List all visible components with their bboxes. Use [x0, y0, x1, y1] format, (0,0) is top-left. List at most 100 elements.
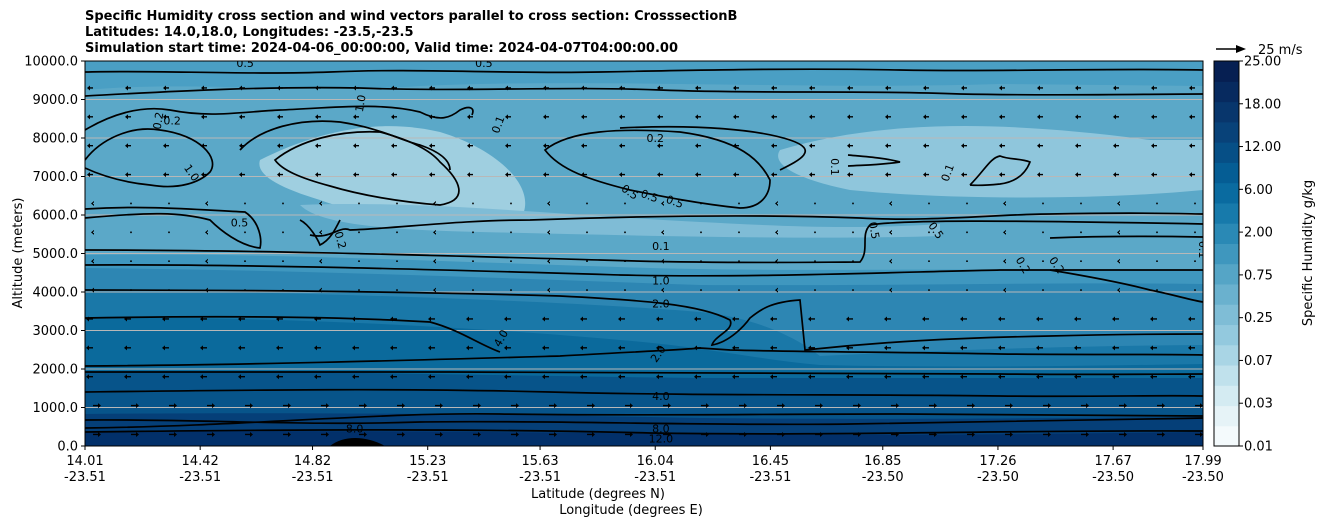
wind-vector [244, 260, 246, 262]
wind-vector [700, 202, 702, 205]
wind-vector [929, 403, 937, 409]
wind-vector [1119, 431, 1127, 437]
wind-vector [961, 172, 967, 178]
contour-label: 0.5 [639, 187, 660, 205]
wind-vector [923, 143, 929, 149]
wind-vector [586, 231, 588, 234]
wind-vector [1189, 172, 1195, 178]
wind-vectors [86, 61, 1203, 437]
colorbar-swatch [1214, 283, 1239, 305]
wind-vector [961, 114, 967, 120]
wind-vector [1157, 403, 1165, 409]
wind-vector [853, 431, 861, 437]
wind-vector [657, 143, 663, 149]
colorbar-frame [1213, 60, 1240, 447]
wind-vector [923, 114, 929, 120]
wind-vector [852, 260, 854, 262]
wind-vector [358, 202, 360, 205]
wind-vector [624, 289, 626, 291]
wind-vector [429, 85, 435, 91]
colorbar-tick-label: 18.00 [1244, 97, 1281, 112]
wind-vector [1042, 231, 1044, 234]
wind-vector [391, 143, 397, 149]
wind-vector [467, 143, 473, 149]
wind-vector [359, 403, 367, 409]
contour-label: 0.2 [646, 132, 664, 145]
wind-vector [1150, 316, 1157, 322]
wind-vector [391, 172, 397, 178]
wind-vector [1156, 231, 1158, 234]
contour-label: 0.5 [475, 57, 493, 70]
wind-vector [733, 85, 739, 91]
wind-vector [168, 231, 170, 234]
wind-vector [1003, 200, 1006, 206]
x-tick-label-lat: 16.04 [637, 454, 674, 469]
wind-vector [542, 374, 549, 380]
wind-vector [1119, 403, 1127, 409]
wind-vector [276, 345, 283, 351]
wind-vector [619, 85, 625, 91]
wind-vector [624, 260, 626, 262]
wind-vector [396, 260, 398, 262]
wind-vector [581, 143, 587, 149]
contour-label: 12.0 [649, 432, 674, 445]
wind-vector [511, 431, 519, 437]
wind-vector [319, 287, 322, 293]
wind-vector [510, 202, 512, 205]
contour-0.2-right-tail [1049, 269, 1203, 303]
wind-vector [663, 431, 671, 437]
wind-vector [239, 143, 245, 149]
wind-vector [1151, 85, 1157, 91]
wind-vector [815, 403, 823, 409]
contour-label: 0.1 [652, 240, 670, 253]
wind-vector [238, 345, 245, 351]
contour-label: 0.5 [866, 221, 882, 240]
wind-vector [775, 229, 778, 235]
wind-vector [125, 114, 131, 120]
wind-vector [91, 200, 94, 206]
x-tick-label-lat: 15.23 [409, 454, 446, 469]
wind-vector [701, 431, 709, 437]
wind-vector [169, 403, 177, 409]
colorbar-tick-label: 0.01 [1244, 440, 1273, 455]
contour-top [85, 68, 1203, 74]
contour-label: 0.1 [939, 162, 957, 183]
wind-vector [700, 231, 702, 234]
wind-vector [321, 431, 329, 437]
wind-vector [245, 431, 253, 437]
wind-vector [130, 202, 132, 205]
wind-vector [1189, 85, 1195, 91]
wind-vector [1042, 260, 1044, 262]
wind-vector [885, 172, 891, 178]
wind-vector [238, 374, 245, 380]
y-axis-label: Altitude (meters) [11, 198, 26, 309]
wind-vector [847, 143, 853, 149]
wind-vector [657, 85, 663, 91]
colorbar-tick-label: 12.00 [1244, 140, 1281, 155]
wind-vector [847, 85, 853, 91]
wind-vector [390, 316, 397, 322]
wind-vector [1117, 287, 1120, 293]
wind-vector [125, 172, 131, 178]
contour-label: 0.1 [828, 158, 841, 176]
wind-vector [467, 85, 473, 91]
wind-vector [808, 316, 815, 322]
wind-vector [131, 403, 139, 409]
colorbar-swatch [1214, 121, 1239, 143]
colorbar-label: Specific Humidity g/kg [1301, 180, 1316, 326]
wind-vector [169, 431, 177, 437]
terrain [330, 438, 385, 446]
wind-vector [661, 258, 664, 264]
wind-vector [205, 287, 208, 293]
wind-vector [205, 229, 208, 235]
wind-vector [624, 202, 626, 205]
wind-vector [1080, 231, 1082, 234]
wind-vector [353, 85, 359, 91]
contour-0.1-right-a [847, 154, 901, 167]
y-tick-label: 8000.0 [33, 132, 79, 147]
wind-vector [661, 200, 664, 206]
wind-vector [966, 289, 968, 291]
wind-vector [433, 258, 436, 264]
wind-vector [239, 114, 245, 120]
x-tick-label-lon: -23.51 [292, 470, 334, 485]
